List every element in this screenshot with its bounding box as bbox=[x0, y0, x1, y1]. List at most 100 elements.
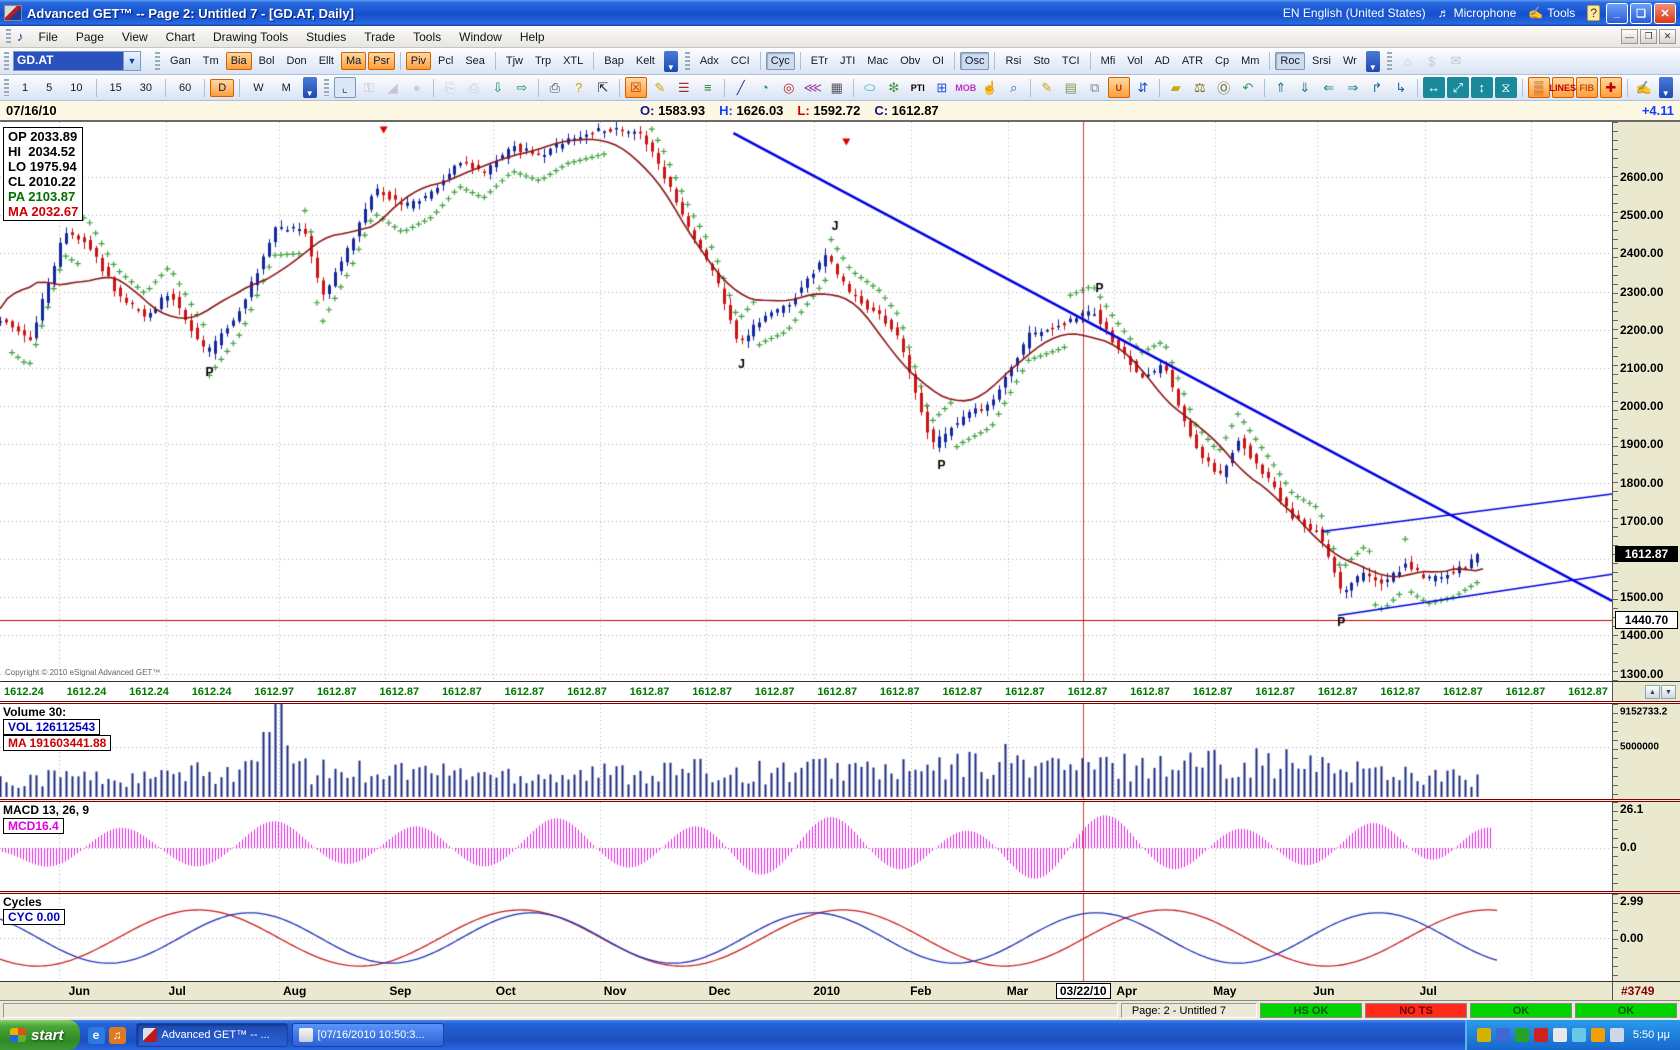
fib-icon[interactable]: FIB bbox=[1575, 77, 1598, 98]
period-1[interactable]: 1 bbox=[22, 81, 29, 94]
child-minimize-button[interactable]: ― bbox=[1621, 29, 1638, 44]
export-icon[interactable]: ⇨ bbox=[516, 79, 528, 95]
scroll-up-button[interactable]: ▲ bbox=[1645, 685, 1660, 699]
period-60[interactable]: 60 bbox=[179, 81, 192, 94]
study-button-xtl[interactable]: XTL bbox=[563, 55, 584, 67]
tools-button[interactable]: ✍ Tools bbox=[1528, 6, 1576, 20]
tray-green-icon[interactable] bbox=[1514, 1028, 1529, 1042]
copy-pages-icon[interactable]: ⧉ bbox=[1090, 79, 1100, 95]
study-button-tjw[interactable]: Tjw bbox=[505, 55, 523, 67]
taskbar-task-2[interactable]: [07/16/2010 10:50:3... bbox=[291, 1023, 444, 1047]
study-button-piv[interactable]: Piv bbox=[405, 52, 432, 70]
toolbar1-grip[interactable] bbox=[4, 51, 9, 71]
period-d[interactable]: D bbox=[210, 78, 235, 97]
mob-icon[interactable]: MOB bbox=[955, 82, 977, 93]
study-button-tm[interactable]: Tm bbox=[202, 55, 219, 67]
lines-icon[interactable]: LINES bbox=[1550, 77, 1576, 98]
tray-gold-icon[interactable] bbox=[1476, 1028, 1491, 1042]
toolbar1b-grip[interactable] bbox=[155, 51, 160, 71]
tools-more-dropdown[interactable]: ▼ bbox=[1658, 77, 1673, 98]
study-button-mm[interactable]: Mm bbox=[1241, 55, 1260, 67]
lock-icon[interactable]: ⚿ bbox=[363, 79, 374, 95]
paste2-icon[interactable]: ⎙ bbox=[468, 79, 479, 95]
toolbar1d-grip[interactable] bbox=[1386, 51, 1392, 71]
step-up-icon[interactable]: ↱ bbox=[1371, 79, 1383, 95]
media-icon[interactable]: ♫ bbox=[108, 1026, 126, 1044]
study-button-srsi[interactable]: Srsi bbox=[1311, 55, 1331, 67]
restore-button[interactable]: ❏ bbox=[1630, 2, 1652, 24]
study-button-sea[interactable]: Sea bbox=[465, 55, 485, 67]
menu-tools[interactable]: Tools bbox=[413, 29, 442, 44]
arrow-down-icon[interactable]: ⇓ bbox=[1299, 79, 1311, 95]
study-button-ellt[interactable]: Ellt bbox=[318, 55, 334, 67]
study-button-tci[interactable]: TCI bbox=[1061, 55, 1080, 67]
macd-plot[interactable]: MACD 13, 26, 9 MCD16.4 bbox=[0, 802, 1612, 891]
expand-h-icon[interactable]: ↔ bbox=[1422, 77, 1445, 98]
study-button-ad[interactable]: AD bbox=[1154, 55, 1170, 67]
open-folder-icon[interactable]: ▰ bbox=[1170, 79, 1181, 95]
study-button-gan[interactable]: Gan bbox=[170, 55, 191, 67]
tray-white-icon[interactable] bbox=[1552, 1028, 1567, 1042]
minimize-button[interactable]: _ bbox=[1606, 2, 1628, 24]
language-indicator[interactable]: EN English (United States) bbox=[1282, 6, 1426, 20]
study-button-cci[interactable]: CCI bbox=[730, 55, 750, 67]
tray-gray-icon[interactable] bbox=[1609, 1028, 1624, 1042]
import-icon[interactable]: ⇩ bbox=[492, 79, 504, 95]
child-restore-button[interactable]: ❐ bbox=[1640, 29, 1657, 44]
period-10[interactable]: 10 bbox=[70, 81, 83, 94]
study-button-bia[interactable]: Bia bbox=[225, 52, 252, 70]
study-button-ma[interactable]: Ma bbox=[340, 52, 367, 70]
menu-file[interactable]: File bbox=[38, 29, 58, 44]
help-icon[interactable]: ? bbox=[575, 80, 583, 95]
pointer-page-icon[interactable]: ☝ bbox=[981, 79, 998, 95]
fan-icon[interactable]: ⋘ bbox=[803, 79, 823, 95]
study-button-bap[interactable]: Bap bbox=[604, 55, 624, 67]
properties-icon[interactable]: ✍ bbox=[1635, 79, 1652, 95]
menu-studies[interactable]: Studies bbox=[306, 29, 347, 44]
study-button-wr[interactable]: Wr bbox=[1342, 55, 1357, 67]
snap-icon[interactable]: ☒ bbox=[624, 77, 647, 98]
tray-cyan-icon[interactable] bbox=[1571, 1028, 1586, 1042]
study-button-adx[interactable]: Adx bbox=[699, 55, 719, 67]
lang-help-button[interactable]: ? bbox=[1587, 5, 1600, 21]
taskbar-clock[interactable]: 5:50 μμ bbox=[1632, 1029, 1670, 1041]
grid-icon[interactable]: ▦ bbox=[830, 79, 843, 95]
study-button-atr[interactable]: ATR bbox=[1181, 55, 1204, 67]
study-button-mfi[interactable]: Mfi bbox=[1100, 55, 1116, 67]
study-button-cp[interactable]: Cp bbox=[1215, 55, 1230, 67]
ie-icon[interactable]: e bbox=[87, 1026, 105, 1044]
pti-icon[interactable]: PTI bbox=[910, 82, 925, 93]
scales-icon[interactable]: ⚖ bbox=[1193, 79, 1206, 95]
title-bar[interactable]: Advanced GET™ -- Page 2: Untitled 7 - [G… bbox=[0, 0, 1680, 26]
price-axis[interactable]: 2600.00 2500.00 2400.00 2300.00 2200.00 2100.… bbox=[1612, 122, 1680, 681]
menu-drawing-tools[interactable]: Drawing Tools bbox=[213, 29, 289, 44]
symbol-input[interactable]: GD.AT bbox=[14, 52, 123, 70]
period-w[interactable]: W bbox=[253, 81, 264, 94]
menu-trade[interactable]: Trade bbox=[364, 29, 396, 44]
symbol-combo[interactable]: GD.AT ▼ bbox=[13, 51, 141, 71]
cross-icon[interactable]: ✚ bbox=[1599, 77, 1622, 98]
price-plot[interactable]: OP 2033.89 HI 2034.52 LO 1975.94 CL 2010… bbox=[0, 122, 1612, 681]
toolbar1c-grip[interactable] bbox=[684, 51, 690, 71]
study-button-osc[interactable]: Osc bbox=[959, 52, 990, 70]
study-button-oi[interactable]: OI bbox=[932, 55, 944, 67]
grid-pairs-icon[interactable]: ▤ bbox=[1064, 79, 1077, 95]
period-15[interactable]: 15 bbox=[109, 81, 122, 94]
expand-v-icon[interactable]: ↕ bbox=[1470, 77, 1493, 98]
zoom-in-icon[interactable]: ⌕ bbox=[1010, 79, 1018, 95]
u-icon[interactable]: U bbox=[1107, 77, 1130, 98]
menu-view[interactable]: View bbox=[121, 29, 148, 44]
pencil-icon[interactable]: ✎ bbox=[654, 79, 666, 95]
study-button-psr[interactable]: Psr bbox=[368, 52, 395, 70]
compress-icon[interactable]: ⤢ bbox=[1446, 77, 1469, 98]
start-button[interactable]: start bbox=[0, 1020, 80, 1050]
microphone-button[interactable]: ♬ Microphone bbox=[1437, 6, 1517, 20]
periods-dropdown[interactable]: ▼ bbox=[302, 77, 317, 98]
study-button-rsi[interactable]: Rsi bbox=[1005, 55, 1022, 67]
time-ellipse-icon[interactable]: ◔ bbox=[760, 80, 769, 95]
study-button-trp[interactable]: Trp bbox=[535, 55, 552, 67]
study-button-roc[interactable]: Roc bbox=[1275, 52, 1305, 70]
symbol-dropdown-icon[interactable]: ▼ bbox=[123, 52, 140, 70]
dots-grid-icon[interactable]: ▒ bbox=[1527, 77, 1550, 98]
study-button-pcl[interactable]: Pcl bbox=[438, 55, 454, 67]
